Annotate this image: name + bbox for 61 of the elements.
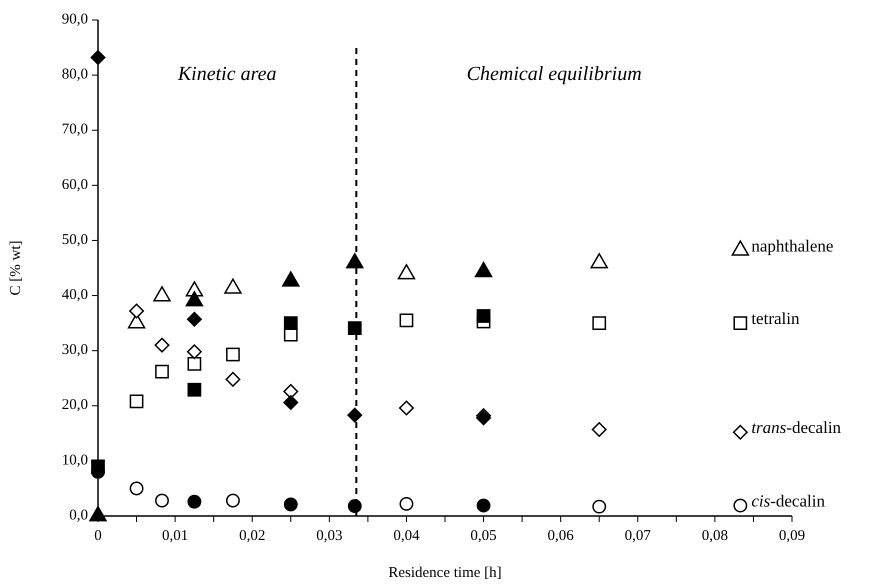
y-tick-label: 60,0 bbox=[62, 176, 88, 193]
point bbox=[187, 494, 202, 509]
y-tick-label: 50,0 bbox=[62, 232, 88, 248]
point bbox=[348, 321, 362, 335]
x-tick-label: 0,01 bbox=[162, 528, 188, 544]
point bbox=[476, 309, 490, 323]
point bbox=[592, 422, 607, 437]
point bbox=[186, 344, 202, 360]
point bbox=[188, 382, 202, 397]
point bbox=[130, 394, 144, 408]
point bbox=[592, 500, 606, 514]
point bbox=[283, 395, 298, 410]
point bbox=[226, 348, 240, 362]
point bbox=[400, 313, 414, 328]
x-tick-label: 0,02 bbox=[239, 528, 266, 544]
x-axis-title: Residence time [h] bbox=[388, 565, 502, 581]
series-label: naphthalene bbox=[751, 236, 834, 256]
y-tick-label: 0,0 bbox=[69, 507, 88, 524]
y-tick-label: 20,0 bbox=[62, 397, 88, 414]
x-tick-label: 0,08 bbox=[702, 528, 728, 544]
point bbox=[283, 384, 298, 399]
point bbox=[186, 312, 202, 327]
point bbox=[129, 304, 144, 318]
point bbox=[400, 496, 414, 511]
series-label: trans-decalin bbox=[751, 418, 842, 438]
point bbox=[130, 482, 144, 496]
y-tick-label: 40,0 bbox=[62, 286, 88, 303]
point bbox=[348, 499, 362, 513]
point bbox=[398, 400, 414, 416]
point bbox=[155, 494, 169, 508]
x-tick-label: 0,07 bbox=[624, 528, 652, 544]
point bbox=[592, 316, 606, 330]
y-tick-label: 10,0 bbox=[62, 452, 88, 468]
y-tick-label: 80,0 bbox=[62, 66, 88, 83]
y-axis-title: C [% wt] bbox=[8, 240, 24, 296]
annotation: Chemical equilibrium bbox=[466, 63, 642, 85]
y-tick-label: 90,0 bbox=[62, 11, 88, 28]
annotation: Kinetic area bbox=[176, 63, 277, 85]
point bbox=[188, 357, 202, 371]
x-tick-label: 0 bbox=[94, 528, 102, 544]
series-label: cis-decalin bbox=[751, 491, 826, 510]
point bbox=[226, 494, 240, 508]
y-tick-label: 70,0 bbox=[62, 122, 88, 138]
point bbox=[347, 408, 362, 423]
point bbox=[733, 498, 748, 512]
point bbox=[284, 498, 298, 512]
point bbox=[90, 50, 106, 65]
point bbox=[733, 316, 748, 330]
point bbox=[225, 372, 240, 387]
x-tick-label: 0,03 bbox=[316, 528, 342, 544]
series-label: tetralin bbox=[751, 309, 800, 328]
point bbox=[154, 338, 170, 353]
x-tick-label: 0,09 bbox=[778, 528, 806, 544]
point bbox=[155, 364, 169, 378]
x-tick-label: 0,04 bbox=[393, 528, 420, 544]
x-tick-label: 0,06 bbox=[548, 528, 574, 544]
y-tick-label: 30,0 bbox=[62, 342, 88, 358]
point bbox=[284, 316, 298, 330]
point bbox=[732, 424, 748, 440]
point bbox=[476, 498, 490, 512]
x-tick-label: 0,05 bbox=[470, 528, 497, 544]
